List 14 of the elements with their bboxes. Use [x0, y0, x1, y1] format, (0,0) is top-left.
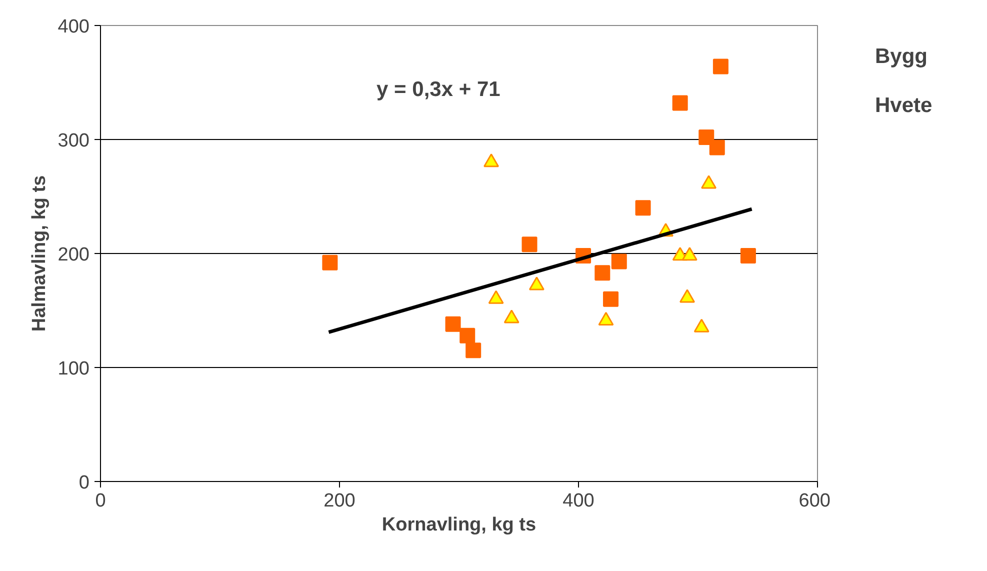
x-tick-label: 400 [562, 490, 594, 512]
y-tick-label: 300 [58, 130, 90, 152]
x-tick-label: 0 [95, 490, 106, 512]
annotation: y = 0,3x + 71 [376, 78, 501, 101]
y-tick-label: 400 [58, 16, 90, 38]
y-tick-label: 100 [58, 358, 90, 380]
text: Hvete [875, 94, 934, 118]
y-tick-label: 200 [58, 244, 90, 266]
y-tick-label: 0 [78, 472, 90, 494]
x-axis-title: Kornavling, kg ts [382, 514, 536, 536]
x-tick-label: 200 [324, 490, 356, 512]
text: Bygg [875, 45, 928, 69]
y-axis-title: Halmavling, kg ts [28, 175, 50, 332]
x-tick-label: 600 [798, 490, 830, 512]
